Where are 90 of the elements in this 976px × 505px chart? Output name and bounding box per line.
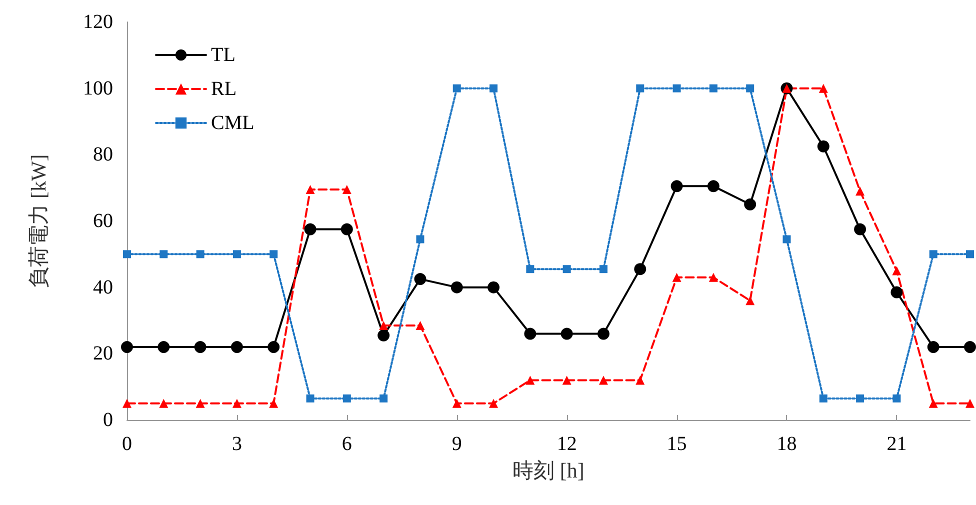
point xyxy=(414,273,426,286)
point xyxy=(562,265,571,274)
y-tick-label: 120 xyxy=(83,11,113,33)
point xyxy=(452,84,461,92)
point xyxy=(892,394,901,402)
y-axis-title: 負荷電力 [kW] xyxy=(26,154,50,288)
point xyxy=(378,329,390,342)
point xyxy=(708,272,718,282)
point xyxy=(306,184,315,194)
point xyxy=(672,84,681,92)
y-tick-label: 0 xyxy=(103,409,113,431)
point xyxy=(966,398,974,408)
x-tick-label: 12 xyxy=(556,433,577,455)
point xyxy=(890,286,903,298)
point xyxy=(489,398,498,408)
point xyxy=(707,180,720,192)
point xyxy=(232,398,242,408)
point xyxy=(964,341,976,354)
point xyxy=(672,272,682,282)
point xyxy=(597,328,610,340)
point xyxy=(856,186,865,196)
point xyxy=(379,320,388,330)
point xyxy=(122,398,132,408)
point xyxy=(121,341,133,354)
point xyxy=(196,398,205,408)
y-tick-label: 20 xyxy=(93,342,113,365)
point xyxy=(416,235,424,244)
legend-label: RL xyxy=(211,78,237,100)
y-tick-label: 60 xyxy=(93,210,113,232)
point xyxy=(230,341,243,354)
point xyxy=(599,265,608,274)
point xyxy=(196,250,204,258)
point xyxy=(526,376,535,385)
point xyxy=(929,250,938,258)
point xyxy=(598,376,608,385)
point xyxy=(194,341,206,354)
point xyxy=(306,394,314,402)
point xyxy=(636,376,645,385)
point xyxy=(342,394,351,402)
point xyxy=(819,394,828,402)
legend-label: CML xyxy=(211,112,254,134)
x-tick-label: 9 xyxy=(452,433,462,455)
point xyxy=(488,281,500,294)
point xyxy=(380,394,388,402)
point xyxy=(452,398,462,408)
point xyxy=(159,398,168,408)
point xyxy=(709,84,718,92)
point xyxy=(636,84,644,92)
x-tick-label: 6 xyxy=(342,433,352,455)
x-tick-label: 21 xyxy=(886,433,907,455)
point xyxy=(854,223,866,236)
point xyxy=(269,398,278,408)
legend-label: TL xyxy=(211,44,236,66)
point xyxy=(123,250,131,258)
point xyxy=(560,328,573,340)
point xyxy=(966,250,974,258)
point xyxy=(892,266,902,276)
point xyxy=(342,184,352,194)
y-tick-label: 100 xyxy=(83,77,113,100)
point xyxy=(928,398,938,408)
y-tick-label: 80 xyxy=(93,144,113,166)
point xyxy=(490,84,498,92)
point xyxy=(817,140,830,152)
point xyxy=(268,341,280,354)
point xyxy=(526,265,534,274)
point xyxy=(746,296,755,306)
point xyxy=(670,180,683,192)
point xyxy=(818,84,828,93)
point xyxy=(744,198,756,210)
point xyxy=(160,250,168,258)
point xyxy=(524,328,536,340)
x-axis-title: 時刻 [h] xyxy=(512,458,584,482)
x-tick-label: 18 xyxy=(776,433,797,455)
point xyxy=(416,320,425,330)
point xyxy=(856,394,864,402)
point xyxy=(927,341,940,354)
point xyxy=(562,376,572,385)
point xyxy=(304,223,316,236)
x-tick-label: 0 xyxy=(122,433,132,455)
point xyxy=(450,281,463,294)
point xyxy=(634,263,646,276)
point xyxy=(158,341,170,354)
x-tick-label: 3 xyxy=(232,433,242,455)
point xyxy=(270,250,278,258)
point xyxy=(746,84,754,92)
point xyxy=(340,223,353,236)
x-tick-label: 15 xyxy=(666,433,687,455)
point xyxy=(782,235,791,244)
point xyxy=(232,250,241,258)
y-tick-label: 40 xyxy=(93,276,113,298)
